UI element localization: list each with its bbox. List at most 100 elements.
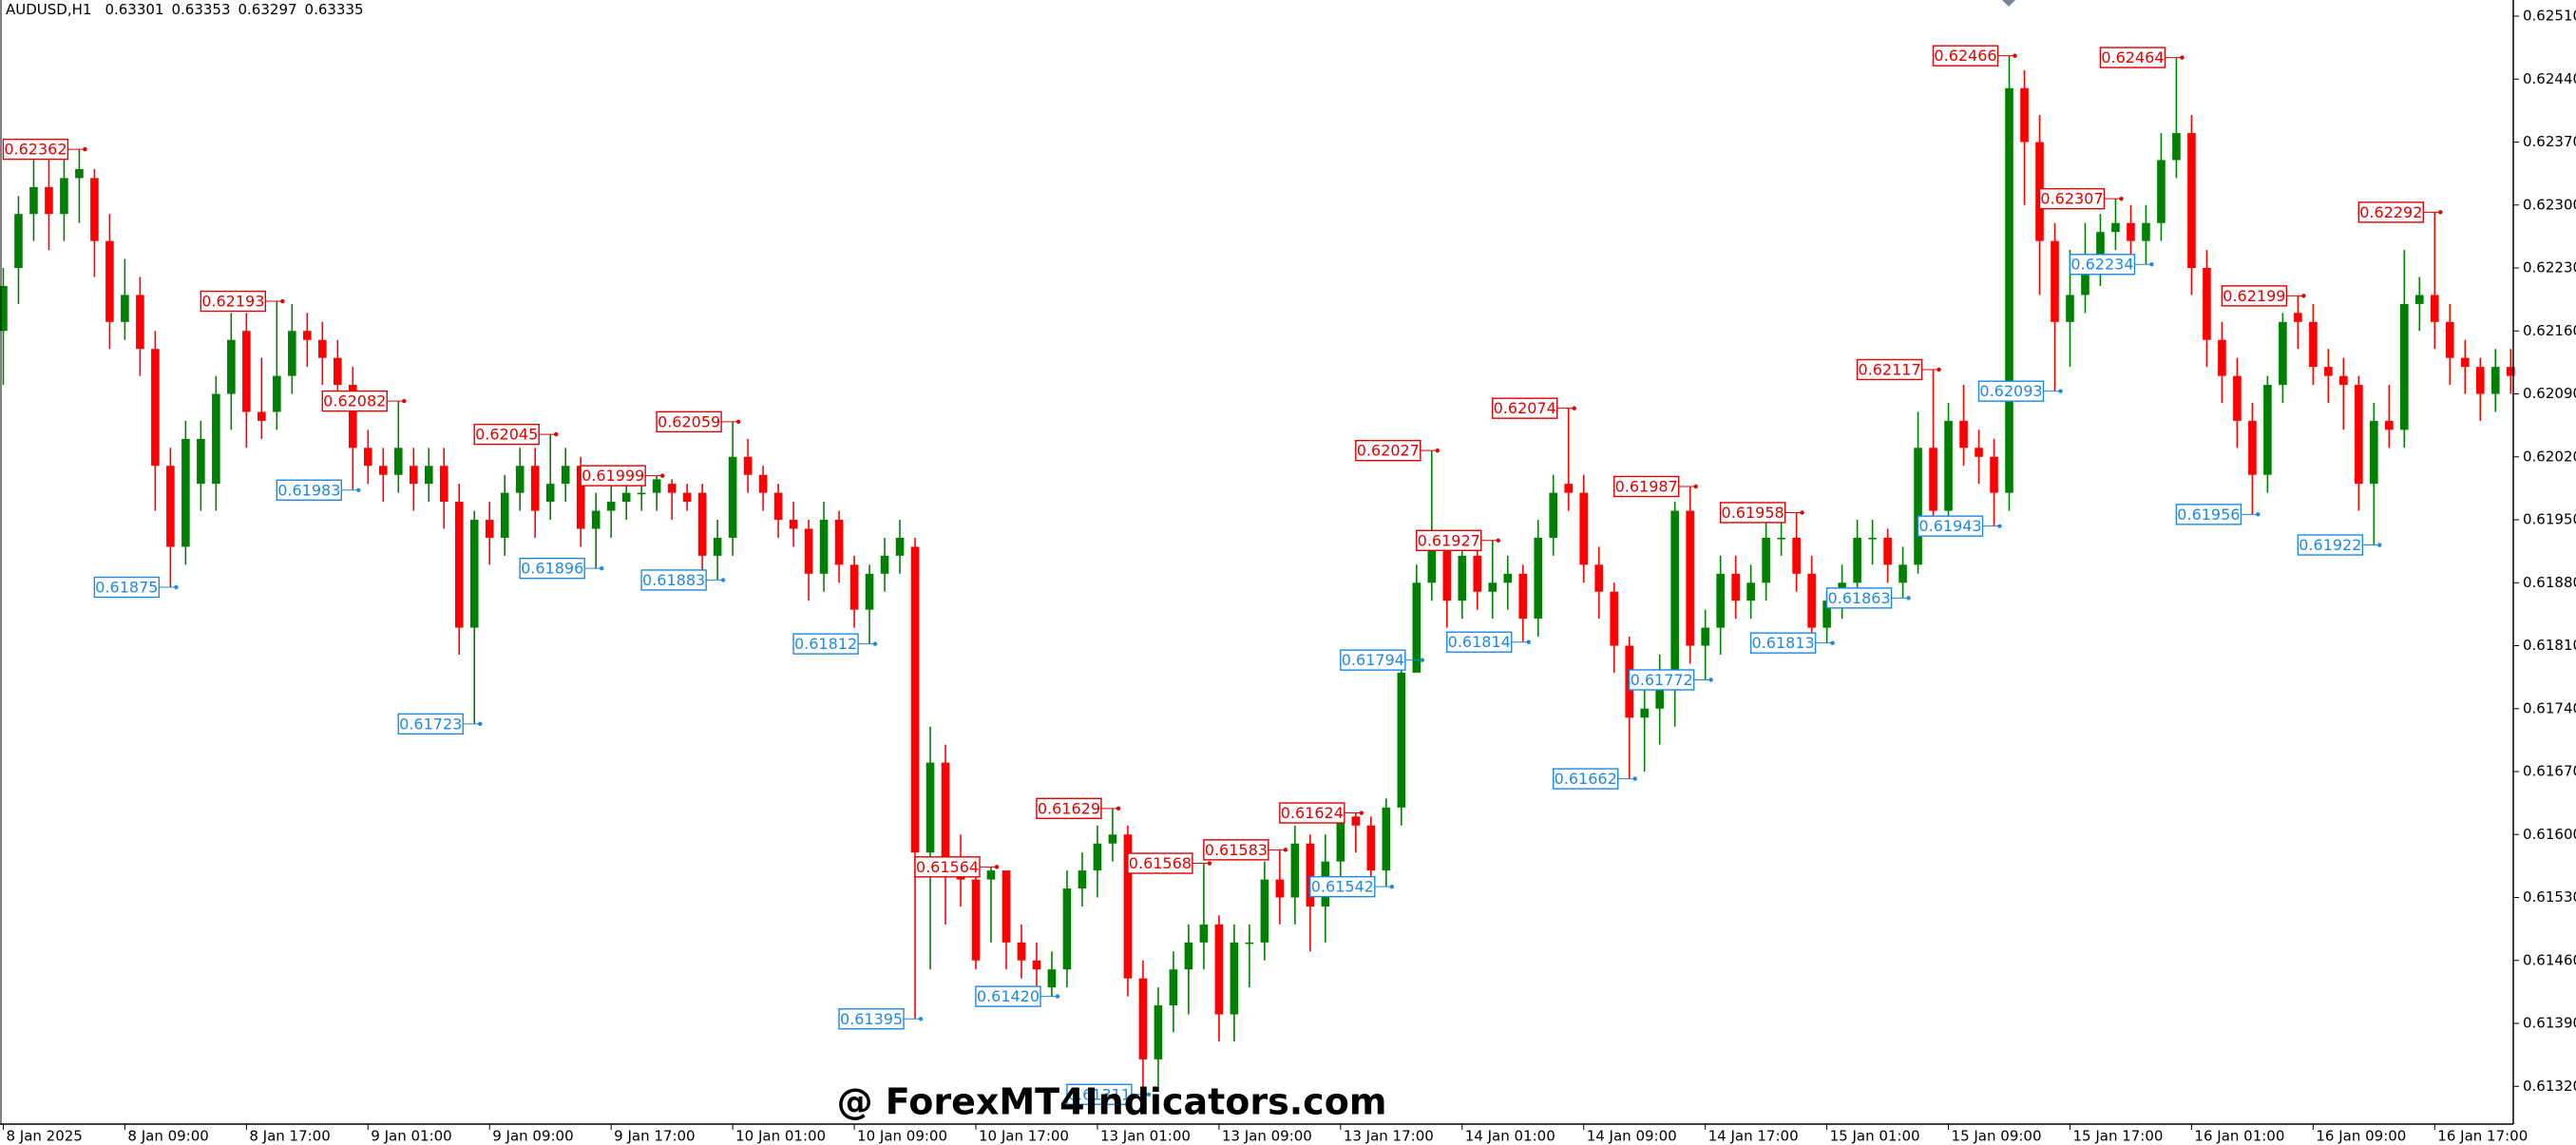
swing-low-box <box>1309 875 1376 898</box>
candle-body <box>1853 537 1861 583</box>
candle-body <box>485 520 494 538</box>
y-tick-label: 0.62230 <box>2523 259 2576 277</box>
swing-high-point <box>735 419 741 425</box>
swing-low-box <box>640 569 707 591</box>
swing-low-point <box>2058 389 2063 393</box>
swing-high-label: 0.61564 <box>916 858 979 876</box>
swing-low-label: 0.61420 <box>977 987 1040 1005</box>
candle-body <box>1640 708 1649 718</box>
swing-low-point <box>1526 639 1531 644</box>
x-tick-label: 16 Jan 09:00 <box>2316 1128 2406 1145</box>
swing-high-label: 0.62074 <box>1494 399 1556 417</box>
candle-body <box>1078 870 1087 889</box>
swing-low-point <box>478 721 483 727</box>
candle-body <box>500 492 509 538</box>
candle-body <box>743 456 753 475</box>
swing-high-label: 0.62307 <box>2040 190 2103 208</box>
candle-body <box>606 502 616 511</box>
candle-body <box>409 466 418 485</box>
swing-low-point <box>1997 524 2002 528</box>
swing-high-box <box>1932 45 1999 67</box>
candle-body <box>2172 133 2181 161</box>
x-tick-label: 13 Jan 17:00 <box>1344 1128 1434 1145</box>
candle-body <box>1336 816 1345 862</box>
x-tick-label: 10 Jan 17:00 <box>979 1128 1069 1145</box>
candle-body <box>2096 232 2105 269</box>
swing-low-point <box>1708 677 1713 682</box>
candle-body <box>378 466 388 475</box>
swing-high-box <box>2 138 69 161</box>
x-tick-label: 13 Jan 01:00 <box>1100 1128 1191 1145</box>
swing-low-label: 0.61875 <box>95 578 158 596</box>
candle-body <box>2446 321 2454 358</box>
shift-marker <box>2002 0 2015 7</box>
swing-low-label: 0.61812 <box>794 635 857 653</box>
swing-high-label: 0.62199 <box>2223 287 2285 305</box>
swing-low-point <box>1420 658 1424 662</box>
candle-body <box>2490 367 2500 394</box>
swing-high-point <box>2301 294 2306 298</box>
candle-body <box>75 168 84 179</box>
candle-body <box>151 349 160 467</box>
swing-low-point <box>1906 596 1911 601</box>
swing-low-label: 0.61943 <box>1918 517 1981 535</box>
candle-body <box>1883 537 1892 565</box>
candle-body <box>2111 222 2120 233</box>
swing-high-point <box>1207 861 1212 866</box>
candle-body <box>880 555 889 574</box>
swing-low-point <box>599 565 604 571</box>
swing-high-point <box>1693 484 1698 489</box>
candle-body <box>1670 510 1679 673</box>
x-tick-label: 16 Jan 17:00 <box>2437 1128 2528 1145</box>
candle-body <box>1366 825 1376 871</box>
candle-body <box>773 492 783 521</box>
swing-high-point <box>2119 196 2124 201</box>
candle-body <box>2309 321 2318 368</box>
candle-body <box>60 178 68 215</box>
quote-value: 0.63297 <box>239 1 297 18</box>
swing-low-box <box>2175 504 2242 525</box>
candle-body <box>849 564 859 610</box>
x-tick-label: 15 Jan 01:00 <box>1830 1128 1920 1145</box>
candle-body <box>1975 448 1983 457</box>
candle-body <box>90 178 99 241</box>
candle-body <box>758 474 768 493</box>
swing-low-point <box>1146 1092 1152 1097</box>
swing-high-point <box>1435 448 1440 453</box>
candle-body <box>576 466 585 529</box>
candle-body <box>2400 303 2409 430</box>
y-tick-label: 0.61600 <box>2523 826 2576 843</box>
candle-body <box>2355 385 2363 485</box>
swing-low-label: 0.61883 <box>642 571 705 589</box>
y-tick-label: 0.62160 <box>2523 322 2576 339</box>
swing-low-point <box>918 1017 924 1021</box>
candle-body <box>1564 484 1574 493</box>
candle-body <box>181 438 190 547</box>
swing-high-point <box>1283 848 1288 852</box>
quote-value: 0.63301 <box>105 1 163 18</box>
swing-low-label: 0.61922 <box>2299 536 2361 554</box>
swing-low-point <box>872 641 878 646</box>
candle-body <box>303 331 312 340</box>
x-tick-label: 10 Jan 01:00 <box>735 1128 826 1145</box>
swing-low-point <box>2256 512 2261 517</box>
candle-body <box>637 492 646 495</box>
candle-body <box>2233 375 2242 421</box>
candle-body <box>105 240 114 322</box>
swing-high-box <box>1127 852 1193 874</box>
swing-high-label: 0.61583 <box>1205 841 1268 859</box>
swing-low-point <box>356 487 361 492</box>
candle-body <box>469 520 479 628</box>
candle-body <box>1214 924 1224 1015</box>
swing-high-point <box>553 431 559 437</box>
swing-high-label: 0.62045 <box>475 426 538 444</box>
swing-high-box <box>1416 529 1482 551</box>
candle-body <box>1518 573 1528 620</box>
candle-body <box>1899 564 1907 583</box>
x-tick-label: 10 Jan 09:00 <box>857 1128 947 1145</box>
swing-high-box <box>473 423 540 446</box>
y-tick-label: 0.61740 <box>2523 699 2576 716</box>
candle-body <box>1762 537 1770 583</box>
